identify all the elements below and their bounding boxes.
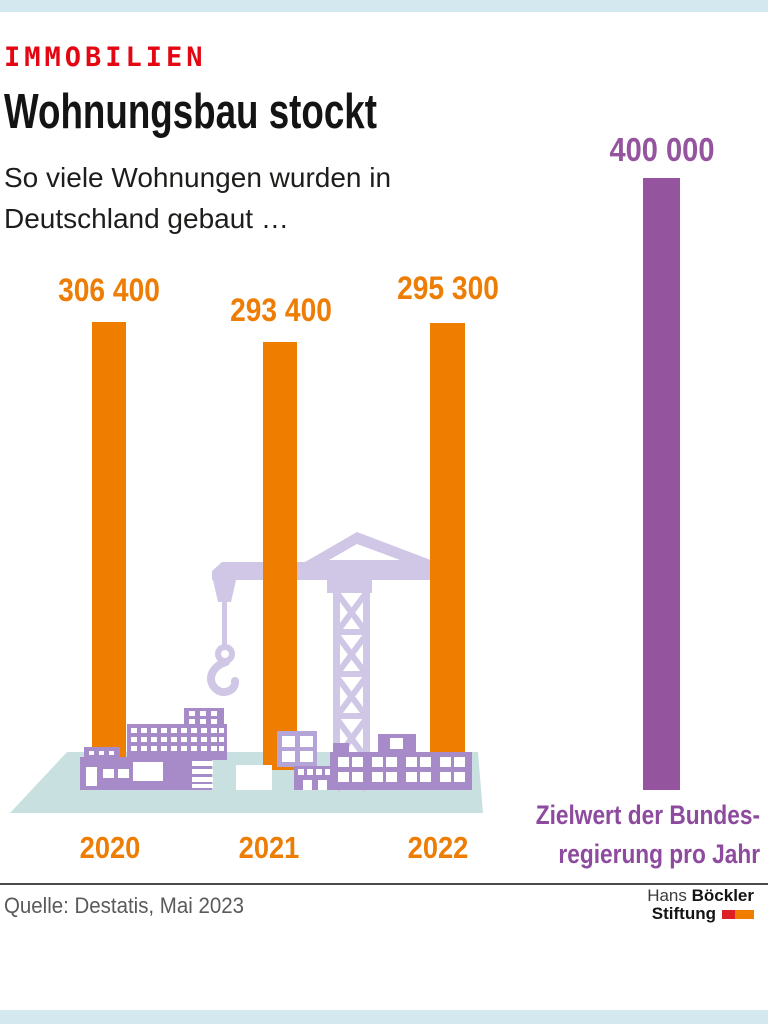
target-caption-line-2: regierung pro Jahr [558,839,760,869]
year-label-2021: 2021 [238,830,300,865]
value-label-2020: 306 400 [58,272,160,308]
chart-subtitle: So viele Wohnungen wurden in Deutschland… [4,157,391,239]
crane-apex [305,532,436,562]
kicker: IMMOBILIEN [4,42,207,73]
crane-hook-icon [207,658,239,696]
bar-2020 [92,322,126,770]
year-label-2022: 2022 [407,830,469,865]
target-caption-line-1: Zielwert der Bundes- [535,800,760,830]
crane-cable [222,600,227,648]
target-bar-400000 [643,178,680,790]
hbs-logo: Hans Böckler Stiftung [647,887,754,923]
value-label-2021: 293 400 [230,292,332,328]
bar-2022 [430,323,465,770]
subtitle-line-2: Deutschland gebaut … [4,203,289,234]
source-note: Quelle: Destatis, Mai 2023 [4,893,244,918]
crane-mast [333,578,340,790]
top-accent-bar [0,0,768,12]
crane-trolley [213,580,236,602]
hbs-logo-line-2: Stiftung [647,905,754,923]
target-value-label: 400 000 [609,131,715,168]
hbs-logo-mark [722,905,754,923]
building-stripe-detail [192,761,213,788]
year-label-2020: 2020 [79,830,141,865]
building-white-mid [236,765,272,790]
page-title: Wohnungsbau stockt [4,85,377,139]
construction-crane-icon [207,532,436,793]
subtitle-line-1: So viele Wohnungen wurden in [4,162,392,193]
footer-divider [0,883,768,885]
bar-2021 [263,342,297,770]
bottom-accent-bar [0,1010,768,1024]
value-label-2022: 295 300 [397,270,499,306]
target-caption: Zielwert der Bundes- regierung pro Jahr [536,796,760,874]
hbs-logo-line-1: Hans Böckler [647,886,754,905]
